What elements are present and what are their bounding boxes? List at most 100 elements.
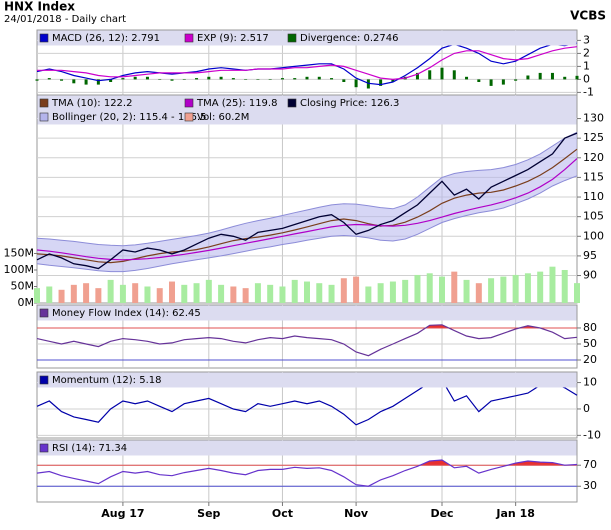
divergence-bar bbox=[268, 79, 272, 80]
panel: 30 70 RSI (14): 71.34 bbox=[36, 439, 597, 503]
divergence-bar bbox=[526, 75, 530, 80]
legend-label: TMA (10): 122.2 bbox=[51, 98, 132, 109]
divergence-bar bbox=[391, 79, 395, 82]
divergence-bar bbox=[96, 79, 100, 85]
legend-bg bbox=[37, 372, 577, 388]
legend-label: RSI (14): 71.34 bbox=[52, 443, 127, 454]
legend-swatch bbox=[39, 375, 49, 385]
source: VCBS bbox=[570, 9, 606, 23]
volume-bar bbox=[402, 279, 409, 303]
divergence-bar bbox=[280, 78, 284, 80]
divergence-bar bbox=[550, 72, 554, 80]
indicator-line bbox=[36, 459, 578, 487]
divergence-bar bbox=[342, 79, 346, 82]
volume-bar bbox=[500, 276, 507, 303]
divergence-bar bbox=[440, 67, 444, 80]
legend-bg bbox=[37, 305, 577, 321]
divergence-bar bbox=[84, 79, 88, 85]
indicator-line bbox=[36, 158, 578, 261]
x-tick-label: Oct bbox=[272, 507, 293, 520]
volume-bar bbox=[156, 288, 163, 303]
y-tick-label: 105 bbox=[583, 210, 604, 223]
legend-swatch bbox=[39, 98, 49, 108]
chart-title: HNX Index bbox=[4, 0, 75, 14]
divergence-bar bbox=[317, 76, 321, 80]
divergence-bar bbox=[366, 79, 370, 89]
close-line bbox=[36, 132, 578, 270]
legend-label: TMA (25): 119.8 bbox=[196, 98, 277, 109]
divergence-bar bbox=[465, 76, 469, 80]
volume-bar bbox=[426, 273, 433, 303]
x-tick-label: Jan 18 bbox=[495, 507, 534, 520]
volume-bar bbox=[340, 278, 347, 303]
volume-bar bbox=[316, 283, 323, 303]
divergence-bar bbox=[109, 79, 113, 82]
divergence-bar bbox=[47, 78, 51, 80]
volume-bar bbox=[230, 286, 237, 303]
divergence-bar bbox=[415, 72, 419, 80]
volume-bar bbox=[353, 276, 360, 303]
volume-bar bbox=[475, 283, 482, 303]
divergence-bar bbox=[305, 76, 309, 80]
divergence-bar bbox=[477, 79, 481, 82]
divergence-bar bbox=[244, 79, 248, 80]
y-tick-label: 110 bbox=[583, 190, 604, 203]
volume-bar bbox=[267, 284, 274, 303]
divergence-bar bbox=[170, 79, 174, 81]
y-tick-label: -1 bbox=[583, 85, 594, 98]
indicator-line bbox=[36, 324, 578, 357]
panel: 90 95 100 105 110 115 120 125 130 0M 50M 100M 150M TM… bbox=[4, 94, 604, 309]
legend-label: EXP (9): 2.517 bbox=[197, 33, 269, 44]
legend-bg bbox=[37, 30, 577, 46]
bollinger-upper bbox=[36, 131, 578, 247]
volume-bar bbox=[70, 284, 77, 303]
divergence-bar bbox=[133, 76, 137, 80]
divergence-bar bbox=[563, 76, 567, 80]
divergence-bar bbox=[207, 76, 211, 80]
y-tick-label: 125 bbox=[583, 131, 604, 144]
legend-swatch bbox=[39, 308, 49, 318]
volume-bar bbox=[389, 281, 396, 303]
volume-bar bbox=[574, 283, 580, 303]
divergence-bar bbox=[452, 70, 456, 80]
legend-swatch bbox=[39, 33, 49, 43]
volume-bar bbox=[512, 274, 519, 303]
volume-bar bbox=[291, 279, 298, 303]
divergence-bar bbox=[293, 78, 297, 80]
volume-bar bbox=[144, 286, 151, 303]
volume-bar bbox=[328, 284, 335, 303]
volume-bar bbox=[524, 273, 531, 303]
x-tick-label: Dec bbox=[430, 507, 453, 520]
volume-bar bbox=[549, 266, 556, 303]
volume-bar bbox=[439, 276, 445, 303]
legend-label: MACD (26, 12): 2.791 bbox=[52, 33, 160, 44]
divergence-bar bbox=[354, 79, 358, 88]
volume-bar bbox=[205, 279, 212, 303]
divergence-bar bbox=[514, 79, 518, 81]
volume-bar bbox=[34, 288, 40, 303]
divergence-bar bbox=[72, 79, 76, 84]
volume-bar bbox=[488, 278, 495, 303]
divergence-bar bbox=[379, 79, 383, 86]
divergence-bar bbox=[538, 72, 542, 80]
y-tick-label: 20 bbox=[583, 353, 597, 366]
volume-bar bbox=[537, 271, 544, 303]
legend-swatch bbox=[287, 33, 297, 43]
volume-bar bbox=[119, 284, 126, 303]
divergence-bar bbox=[60, 79, 64, 81]
volume-bar bbox=[169, 281, 175, 303]
volume-bar bbox=[95, 288, 102, 303]
divergence-bar bbox=[145, 76, 149, 80]
y-tick-label: 30 bbox=[583, 479, 597, 492]
y-tick-label: 0 bbox=[583, 72, 590, 85]
divergence-bar bbox=[158, 79, 162, 80]
divergence-bar bbox=[219, 76, 223, 80]
indicator-line bbox=[36, 148, 578, 264]
x-tick-label: Sep bbox=[197, 507, 220, 520]
volume-bar bbox=[107, 279, 114, 303]
divergence-bar bbox=[121, 78, 125, 80]
divergence-bar bbox=[575, 75, 579, 80]
y-tick-label: 80 bbox=[583, 321, 597, 334]
volume-bar bbox=[193, 283, 200, 303]
